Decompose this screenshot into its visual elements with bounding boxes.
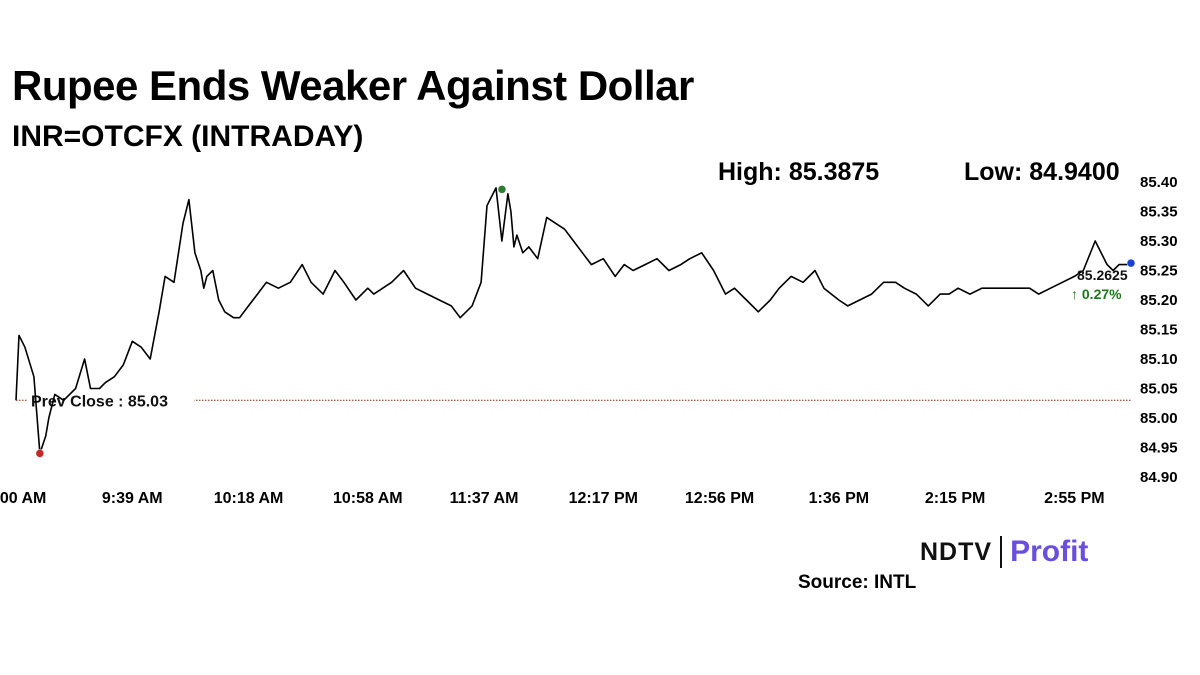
annotation-layer: 85.2625 ↑ 0.27% — [1071, 267, 1128, 302]
high-value-label: High: 85.3875 — [718, 158, 880, 186]
prev-close-label: Prev Close : 85.03 — [31, 393, 168, 410]
y-axis: 85.40 85.35 85.30 85.25 85.20 85.15 85.10 85.05… — [1140, 174, 1178, 486]
x-tick-label: 12:56 PM — [685, 490, 754, 507]
x-axis: 9:00 AM 9:39 AM 10:18 AM 10:58 AM 11:37 AM 12… — [0, 490, 1105, 507]
x-tick-label: 2:15 PM — [925, 490, 985, 507]
y-tick-label: 84.95 — [1140, 440, 1178, 457]
x-tick-label: 10:58 AM — [333, 490, 403, 507]
logo-profit-text: Profit — [1010, 535, 1089, 568]
low-value-label: Low: 84.9400 — [964, 158, 1120, 186]
y-tick-label: 85.20 — [1140, 292, 1178, 309]
high-marker — [497, 185, 507, 194]
y-tick-label: 85.00 — [1140, 410, 1178, 427]
y-tick-label: 84.90 — [1140, 469, 1178, 486]
y-tick-label: 85.15 — [1140, 322, 1178, 339]
logo-ndtv-text: NDTV — [920, 537, 993, 566]
last-marker — [1126, 258, 1136, 268]
price-series-line — [15, 187, 1131, 455]
x-tick-label: 2:55 PM — [1044, 490, 1104, 507]
y-tick-label: 85.40 — [1140, 174, 1178, 191]
x-tick-label: 11:37 AM — [450, 490, 519, 507]
x-tick-label: 12:17 PM — [569, 490, 638, 507]
y-tick-label: 85.25 — [1140, 263, 1178, 280]
chart-subtitle: INR=OTCFX (INTRADAY) — [12, 120, 364, 153]
low-marker — [35, 449, 45, 458]
y-tick-label: 85.30 — [1140, 233, 1178, 250]
series-layer — [15, 187, 1131, 455]
x-tick-label: 9:39 AM — [102, 490, 163, 507]
prev-close-reference: Prev Close : 85.03 — [16, 390, 1131, 411]
ndtv-profit-logo: NDTV Profit — [920, 534, 1088, 570]
source-label: Source: INTL — [798, 572, 917, 593]
logo-divider — [1000, 536, 1003, 568]
marker-layer — [35, 185, 1136, 458]
change-percent-label: ↑ 0.27% — [1071, 286, 1122, 302]
x-tick-label: 1:36 PM — [809, 490, 869, 507]
x-tick-label: 10:18 AM — [214, 490, 284, 507]
last-value-label: 85.2625 — [1077, 267, 1128, 283]
x-tick-label: 9:00 AM — [0, 490, 46, 507]
y-tick-label: 85.35 — [1140, 204, 1178, 221]
y-tick-label: 85.10 — [1140, 351, 1178, 368]
y-tick-label: 85.05 — [1140, 381, 1178, 398]
chart-title: Rupee Ends Weaker Against Dollar — [12, 62, 694, 109]
